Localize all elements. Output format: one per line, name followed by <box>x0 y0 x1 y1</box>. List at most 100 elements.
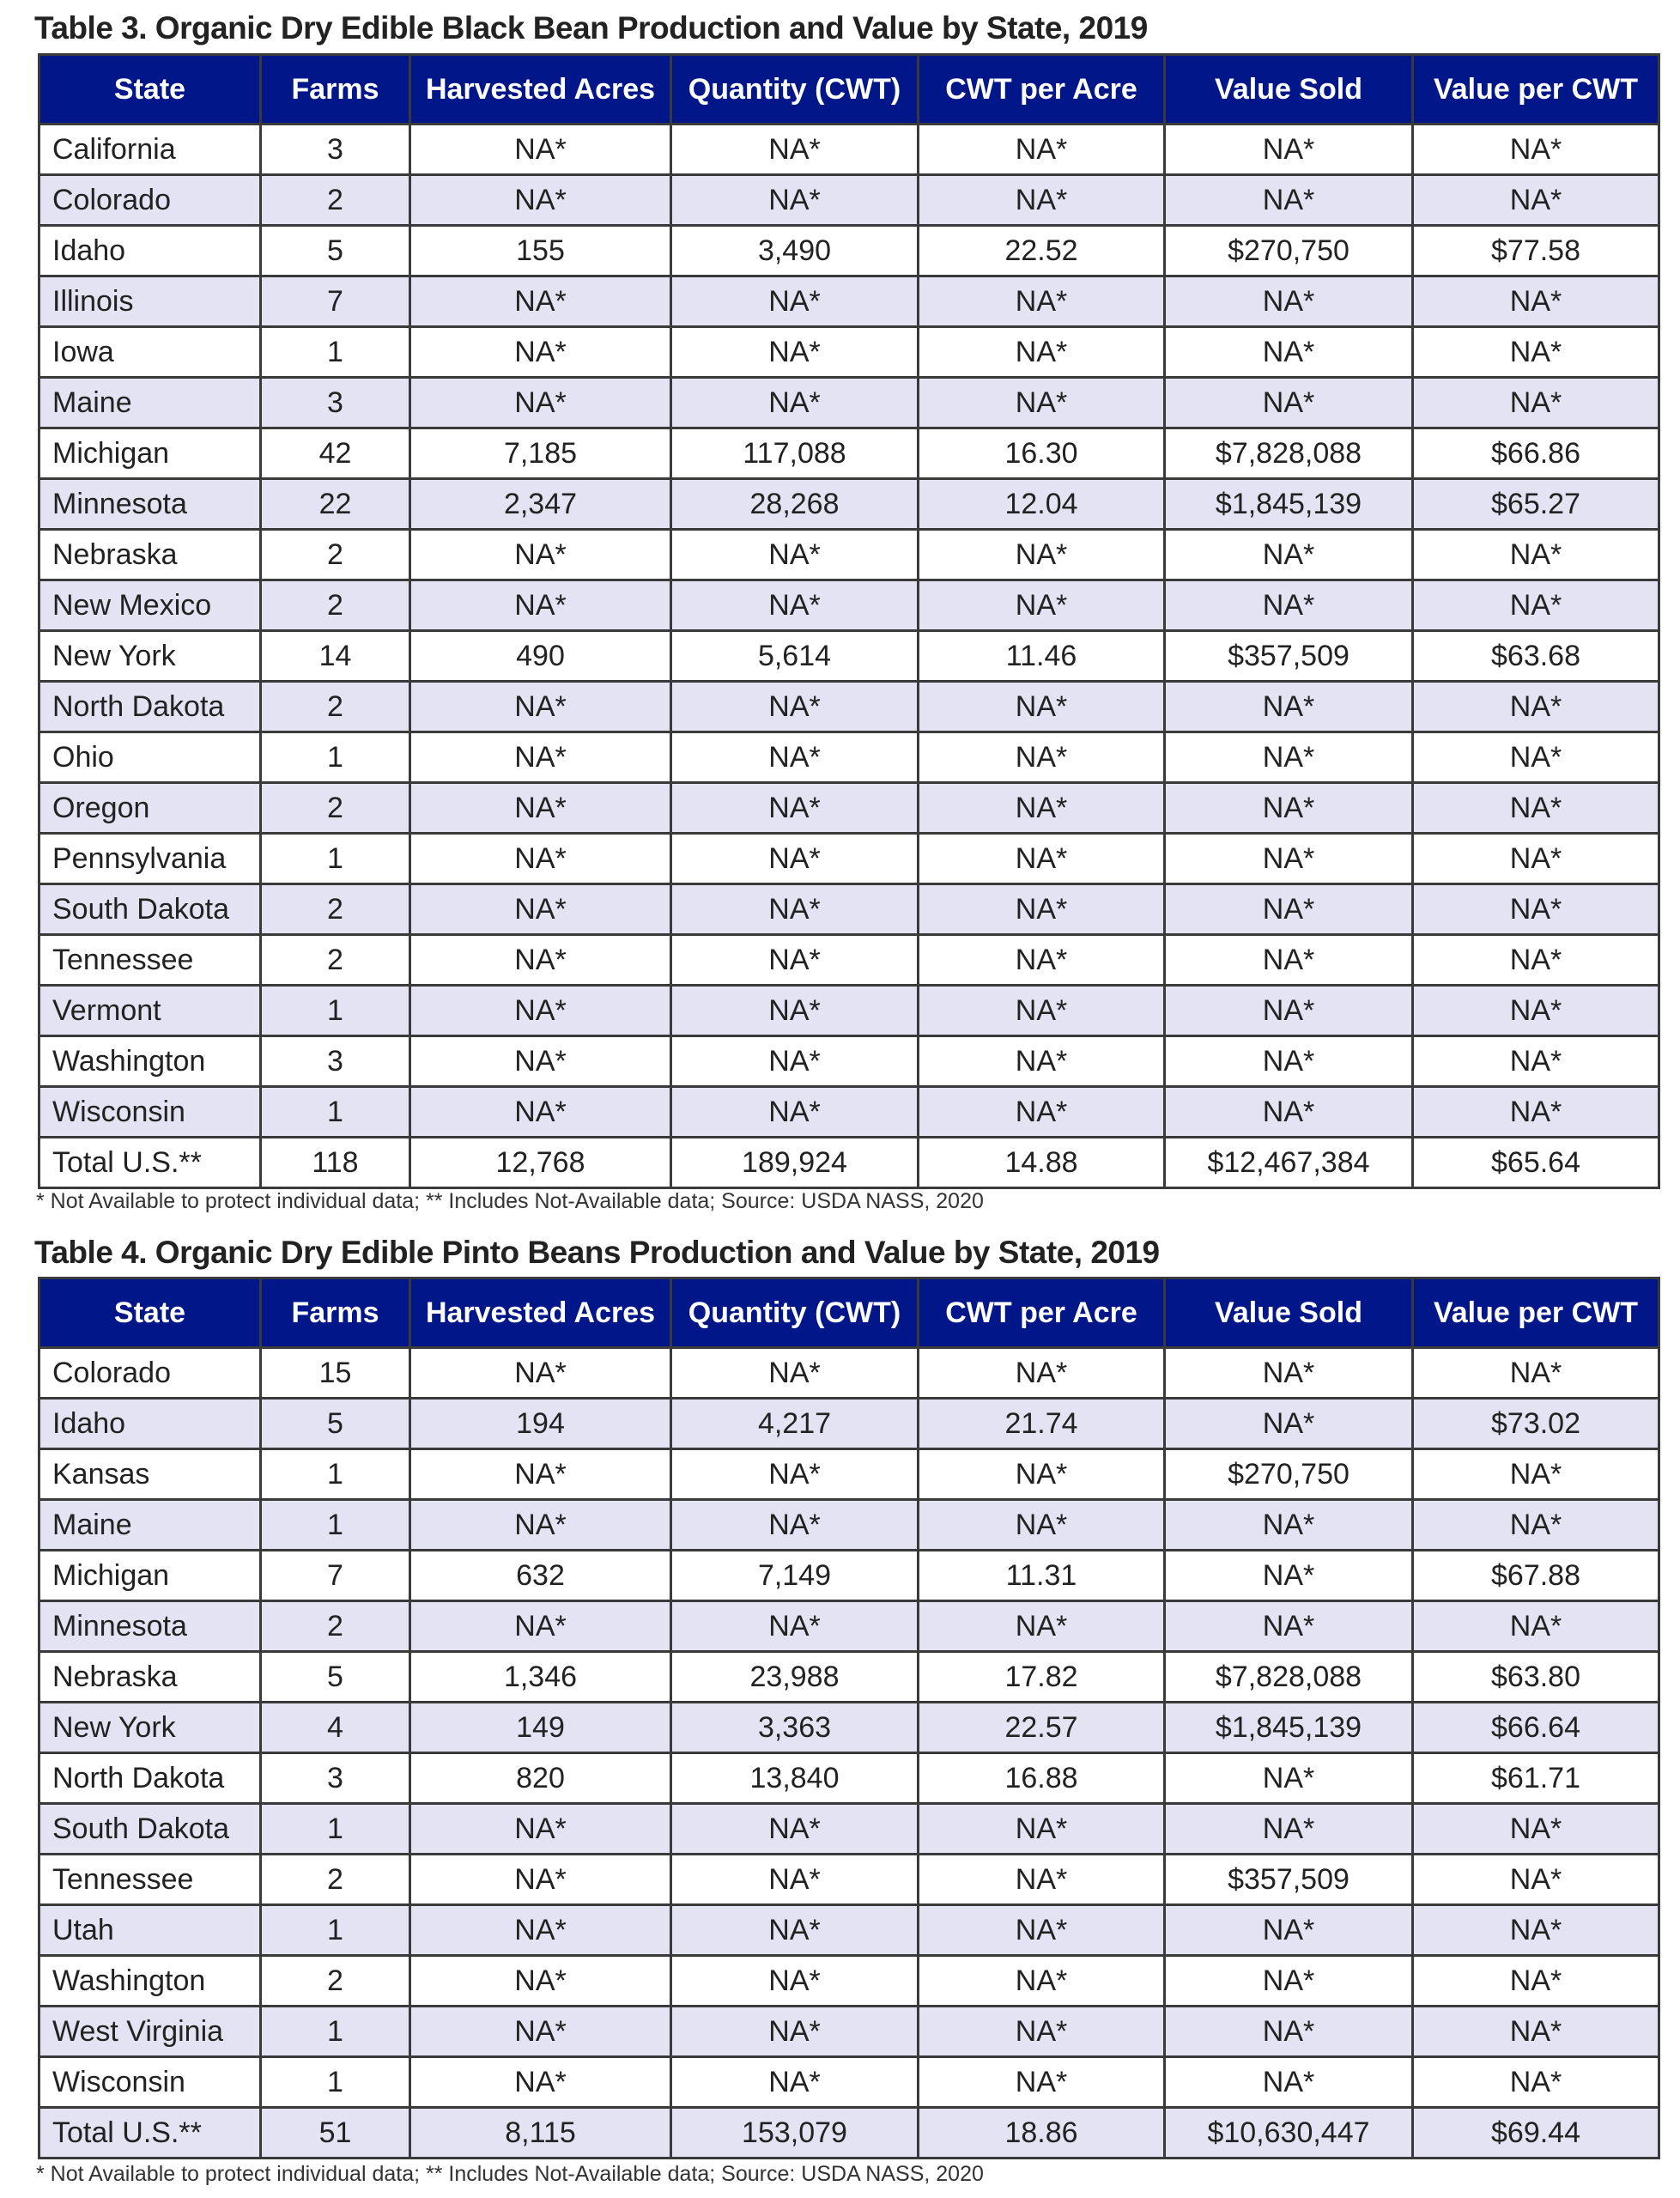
table-cell: NA* <box>917 376 1166 429</box>
table-cell: NA* <box>917 2005 1166 2058</box>
table-cell: NA* <box>409 325 672 379</box>
table-cell: NA* <box>670 984 919 1037</box>
state-cell: Tennessee <box>38 1853 262 1906</box>
table-cell: NA* <box>409 1802 672 1855</box>
table-cell: NA* <box>917 933 1166 987</box>
table-cell: 2 <box>259 1853 411 1906</box>
table-cell: $73.02 <box>1411 1397 1660 1450</box>
table-cell: NA* <box>1411 883 1660 936</box>
state-cell: Idaho <box>38 224 262 277</box>
table-cell: NA* <box>670 1853 919 1906</box>
table-cell: 22 <box>259 477 411 531</box>
state-cell: Utah <box>38 1904 262 1957</box>
table-3-title: Table 3. Organic Dry Edible Black Bean P… <box>34 10 1148 46</box>
table-cell: NA* <box>1163 832 1414 885</box>
column-header: Value Sold <box>1163 1277 1414 1349</box>
table-row: Maine 3 NA* NA* NA* NA* NA* <box>38 376 1660 429</box>
table-cell: NA* <box>1163 123 1414 176</box>
table-cell: NA* <box>917 173 1166 227</box>
table-cell: 1 <box>259 1498 411 1551</box>
state-cell: South Dakota <box>38 1802 262 1855</box>
state-cell: Vermont <box>38 984 262 1037</box>
table-cell: 3 <box>259 1035 411 1088</box>
table-cell: NA* <box>409 173 672 227</box>
table-cell: 4 <box>259 1701 411 1754</box>
table-cell: NA* <box>917 1600 1166 1653</box>
table-cell: NA* <box>1411 832 1660 885</box>
table-cell: NA* <box>917 984 1166 1037</box>
table-cell: NA* <box>1163 2055 1414 2109</box>
table-row: Tennessee 2 NA* NA* NA* $357,509 NA* <box>38 1853 1660 1906</box>
column-header: CWT per Acre <box>917 53 1166 125</box>
table-cell: 149 <box>409 1701 672 1754</box>
state-cell: West Virginia <box>38 2005 262 2058</box>
table-cell: NA* <box>1163 173 1414 227</box>
table-cell: NA* <box>917 1035 1166 1088</box>
table-cell: NA* <box>917 1346 1166 1400</box>
table-cell: NA* <box>1163 325 1414 379</box>
table-cell: NA* <box>670 325 919 379</box>
table-cell: 2 <box>259 1600 411 1653</box>
table-cell: NA* <box>670 1498 919 1551</box>
column-header: Farms <box>259 1277 411 1349</box>
total-row: Total U.S.** 51 8,115 153,079 18.86 $10,630,4… <box>38 2106 1660 2159</box>
state-cell: Idaho <box>38 1397 262 1450</box>
table-cell: NA* <box>1411 1035 1660 1088</box>
state-cell: Tennessee <box>38 933 262 987</box>
table-cell: NA* <box>670 832 919 885</box>
table-row: Kansas 1 NA* NA* NA* $270,750 NA* <box>38 1448 1660 1501</box>
table-row: North Dakota 3 820 13,840 16.88 NA* $61.71 <box>38 1752 1660 1805</box>
table-cell: NA* <box>917 781 1166 835</box>
table-cell: 2 <box>259 781 411 835</box>
table-cell: 2,347 <box>409 477 672 531</box>
table-cell: NA* <box>670 731 919 784</box>
table-cell: 155 <box>409 224 672 277</box>
table-cell: 1,346 <box>409 1650 672 1703</box>
table-cell: NA* <box>1411 933 1660 987</box>
table-cell: NA* <box>917 528 1166 581</box>
table-cell: NA* <box>670 1802 919 1855</box>
table-cell: NA* <box>409 1346 672 1400</box>
table-cell: $67.88 <box>1411 1549 1660 1602</box>
table-cell: NA* <box>917 2055 1166 2109</box>
table-cell: NA* <box>670 1035 919 1088</box>
table-cell: 21.74 <box>917 1397 1166 1450</box>
table-cell: NA* <box>1163 2005 1414 2058</box>
table-cell: NA* <box>1411 1346 1660 1400</box>
table-cell: 820 <box>409 1752 672 1805</box>
table-cell: 7,149 <box>670 1549 919 1602</box>
state-cell: Nebraska <box>38 1650 262 1703</box>
state-cell: New York <box>38 629 262 683</box>
table-cell: 17.82 <box>917 1650 1166 1703</box>
state-cell: Michigan <box>38 427 262 480</box>
table-cell: 1 <box>259 2055 411 2109</box>
table-cell: NA* <box>409 1448 672 1501</box>
table-cell: 11.31 <box>917 1549 1166 1602</box>
table-cell: NA* <box>1163 1752 1414 1805</box>
total-row: Total U.S.** 118 12,768 189,924 14.88 $12,467… <box>38 1136 1660 1189</box>
table-row: Washington 2 NA* NA* NA* NA* NA* <box>38 1954 1660 2007</box>
state-cell: New Mexico <box>38 579 262 632</box>
table-cell: NA* <box>917 1448 1166 1501</box>
table-cell: $12,467,384 <box>1163 1136 1414 1189</box>
table-cell: NA* <box>1163 1954 1414 2007</box>
table-cell: NA* <box>1411 123 1660 176</box>
state-cell: New York <box>38 1701 262 1754</box>
table-cell: NA* <box>409 1035 672 1088</box>
table-cell: $1,845,139 <box>1163 1701 1414 1754</box>
table-cell: NA* <box>1163 933 1414 987</box>
table-cell: $10,630,447 <box>1163 2106 1414 2159</box>
state-cell: Nebraska <box>38 528 262 581</box>
table-cell: $357,509 <box>1163 1853 1414 1906</box>
table-cell: NA* <box>1411 275 1660 328</box>
table-cell: NA* <box>917 832 1166 885</box>
table-cell: NA* <box>670 1448 919 1501</box>
table-cell: NA* <box>670 1600 919 1653</box>
table-cell: 2 <box>259 680 411 733</box>
table-row: New Mexico 2 NA* NA* NA* NA* NA* <box>38 579 1660 632</box>
table-cell: $7,828,088 <box>1163 427 1414 480</box>
table-cell: $66.86 <box>1411 427 1660 480</box>
table-cell: 18.86 <box>917 2106 1166 2159</box>
table-cell: NA* <box>670 528 919 581</box>
table-cell: 1 <box>259 1904 411 1957</box>
